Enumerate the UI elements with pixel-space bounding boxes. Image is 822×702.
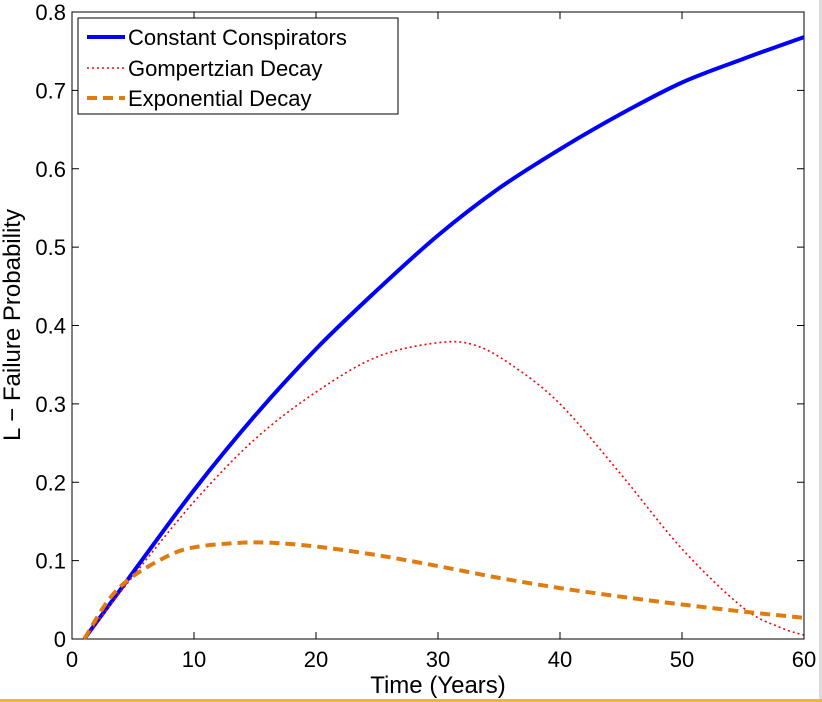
x-tick-label: 50 bbox=[670, 647, 694, 672]
x-tick-label: 40 bbox=[548, 647, 572, 672]
y-tick-label: 0.5 bbox=[35, 235, 66, 260]
y-tick-label: 0.3 bbox=[35, 392, 66, 417]
legend-box bbox=[77, 17, 399, 115]
x-tick-label: 30 bbox=[426, 647, 450, 672]
y-axis-title: L − Failure Probability bbox=[0, 209, 26, 441]
legend-label-gompertzian-decay: Gompertzian Decay bbox=[128, 56, 322, 81]
y-tick-label: 0.8 bbox=[35, 0, 66, 25]
x-tick-label: 10 bbox=[182, 647, 206, 672]
legend-label-exponential-decay: Exponential Decay bbox=[128, 86, 311, 111]
legend-label-constant-conspirators: Constant Conspirators bbox=[128, 25, 347, 50]
series-layer bbox=[82, 35, 805, 641]
y-tick-label: 0.1 bbox=[35, 549, 66, 574]
series-line-exponential-decay bbox=[82, 540, 805, 641]
bottom-border bbox=[0, 699, 822, 702]
y-tick-label: 0.2 bbox=[35, 470, 66, 495]
y-tick-label: 0.7 bbox=[35, 78, 66, 103]
x-axis-title: Time (Years) bbox=[370, 672, 506, 699]
y-tick-label: 0 bbox=[54, 627, 66, 652]
x-tick-label: 60 bbox=[792, 647, 816, 672]
series-line-constant-conspirators bbox=[82, 35, 805, 641]
legend: Constant Conspirators Gompertzian Decay … bbox=[77, 17, 399, 115]
x-tick-label: 20 bbox=[304, 647, 328, 672]
y-tick-label: 0.4 bbox=[35, 314, 66, 339]
plot-area bbox=[71, 11, 805, 640]
x-tick-label: 0 bbox=[66, 647, 78, 672]
tick-layer: 0 10 20 30 40 50 60 0 0.1 0.2 0.3 0.4 0.5 0.6 0.7 0.8 bbox=[35, 0, 816, 672]
y-tick-label: 0.6 bbox=[35, 157, 66, 182]
series-line-gompertzian-decay bbox=[83, 340, 805, 640]
right-border bbox=[819, 0, 822, 699]
